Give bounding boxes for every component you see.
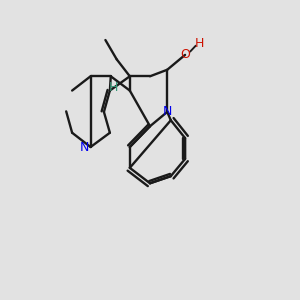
Text: H: H (194, 37, 204, 50)
Text: N: N (163, 106, 172, 118)
Text: O: O (180, 48, 190, 62)
Text: N: N (79, 140, 89, 154)
Text: H: H (109, 81, 118, 94)
